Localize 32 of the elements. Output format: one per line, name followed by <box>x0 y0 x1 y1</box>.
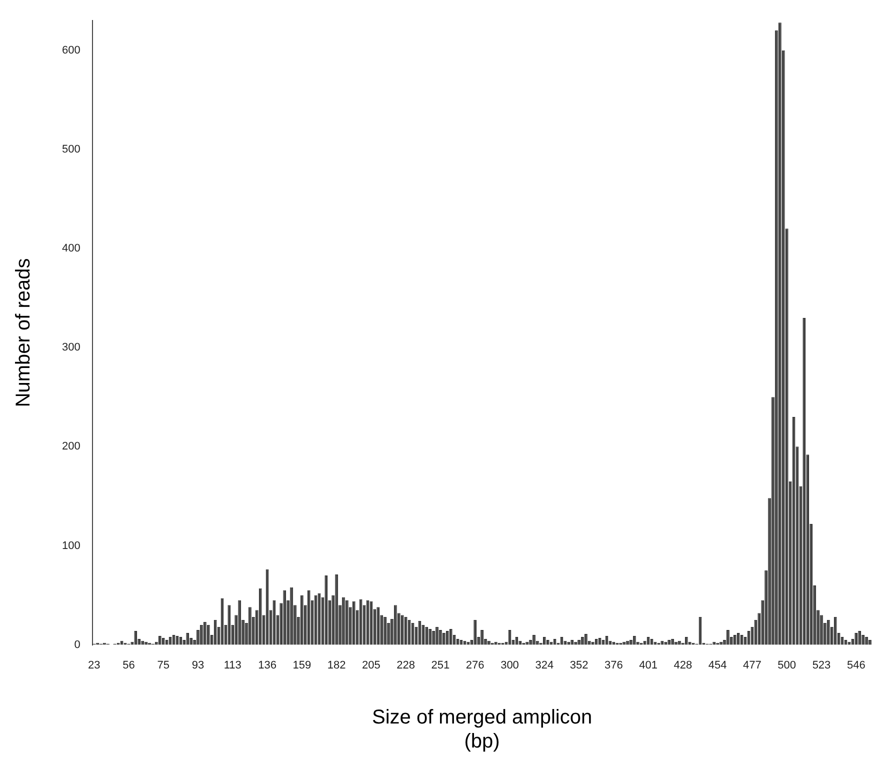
x-tick-label: 300 <box>500 659 519 672</box>
x-tick-label: 205 <box>362 659 380 672</box>
x-tick-label: 159 <box>292 659 312 672</box>
x-tick-label: 324 <box>535 659 554 672</box>
x-tick-label: 477 <box>743 659 762 672</box>
x-tick-label: 182 <box>327 659 346 672</box>
x-tick-label: 276 <box>466 659 484 672</box>
x-tick-label: 523 <box>812 659 831 672</box>
x-tick-label: 546 <box>846 659 866 672</box>
x-tick-label: 228 <box>396 659 416 672</box>
x-tick-label: 428 <box>674 659 692 672</box>
x-tick-label: 113 <box>224 659 242 672</box>
x-tick-label: 500 <box>778 659 796 672</box>
x-tick-label: 75 <box>157 659 170 672</box>
x-tick-label: 136 <box>258 659 276 672</box>
x-tick-label: 251 <box>431 659 450 672</box>
x-tick-label: 454 <box>708 659 727 672</box>
y-tick-label: 300 <box>62 342 80 354</box>
y-tick-label: 200 <box>62 440 80 453</box>
x-axis-title: Size of merged amplicon (bp) <box>372 706 592 753</box>
x-tick-label: 401 <box>639 659 658 672</box>
y-axis-title: Number of reads <box>12 258 35 408</box>
y-tick-label: 100 <box>62 540 80 552</box>
y-tick-label: 500 <box>62 143 80 156</box>
x-tick-label: 376 <box>604 659 623 672</box>
y-tick-label: 0 <box>74 638 80 651</box>
y-tick-label: 400 <box>62 242 80 255</box>
x-tick-label: 23 <box>88 659 100 672</box>
x-tick-label: 93 <box>192 659 204 672</box>
x-tick-label: 352 <box>570 659 588 672</box>
y-tick-label: 600 <box>62 44 80 56</box>
x-tick-label: 56 <box>122 659 135 672</box>
